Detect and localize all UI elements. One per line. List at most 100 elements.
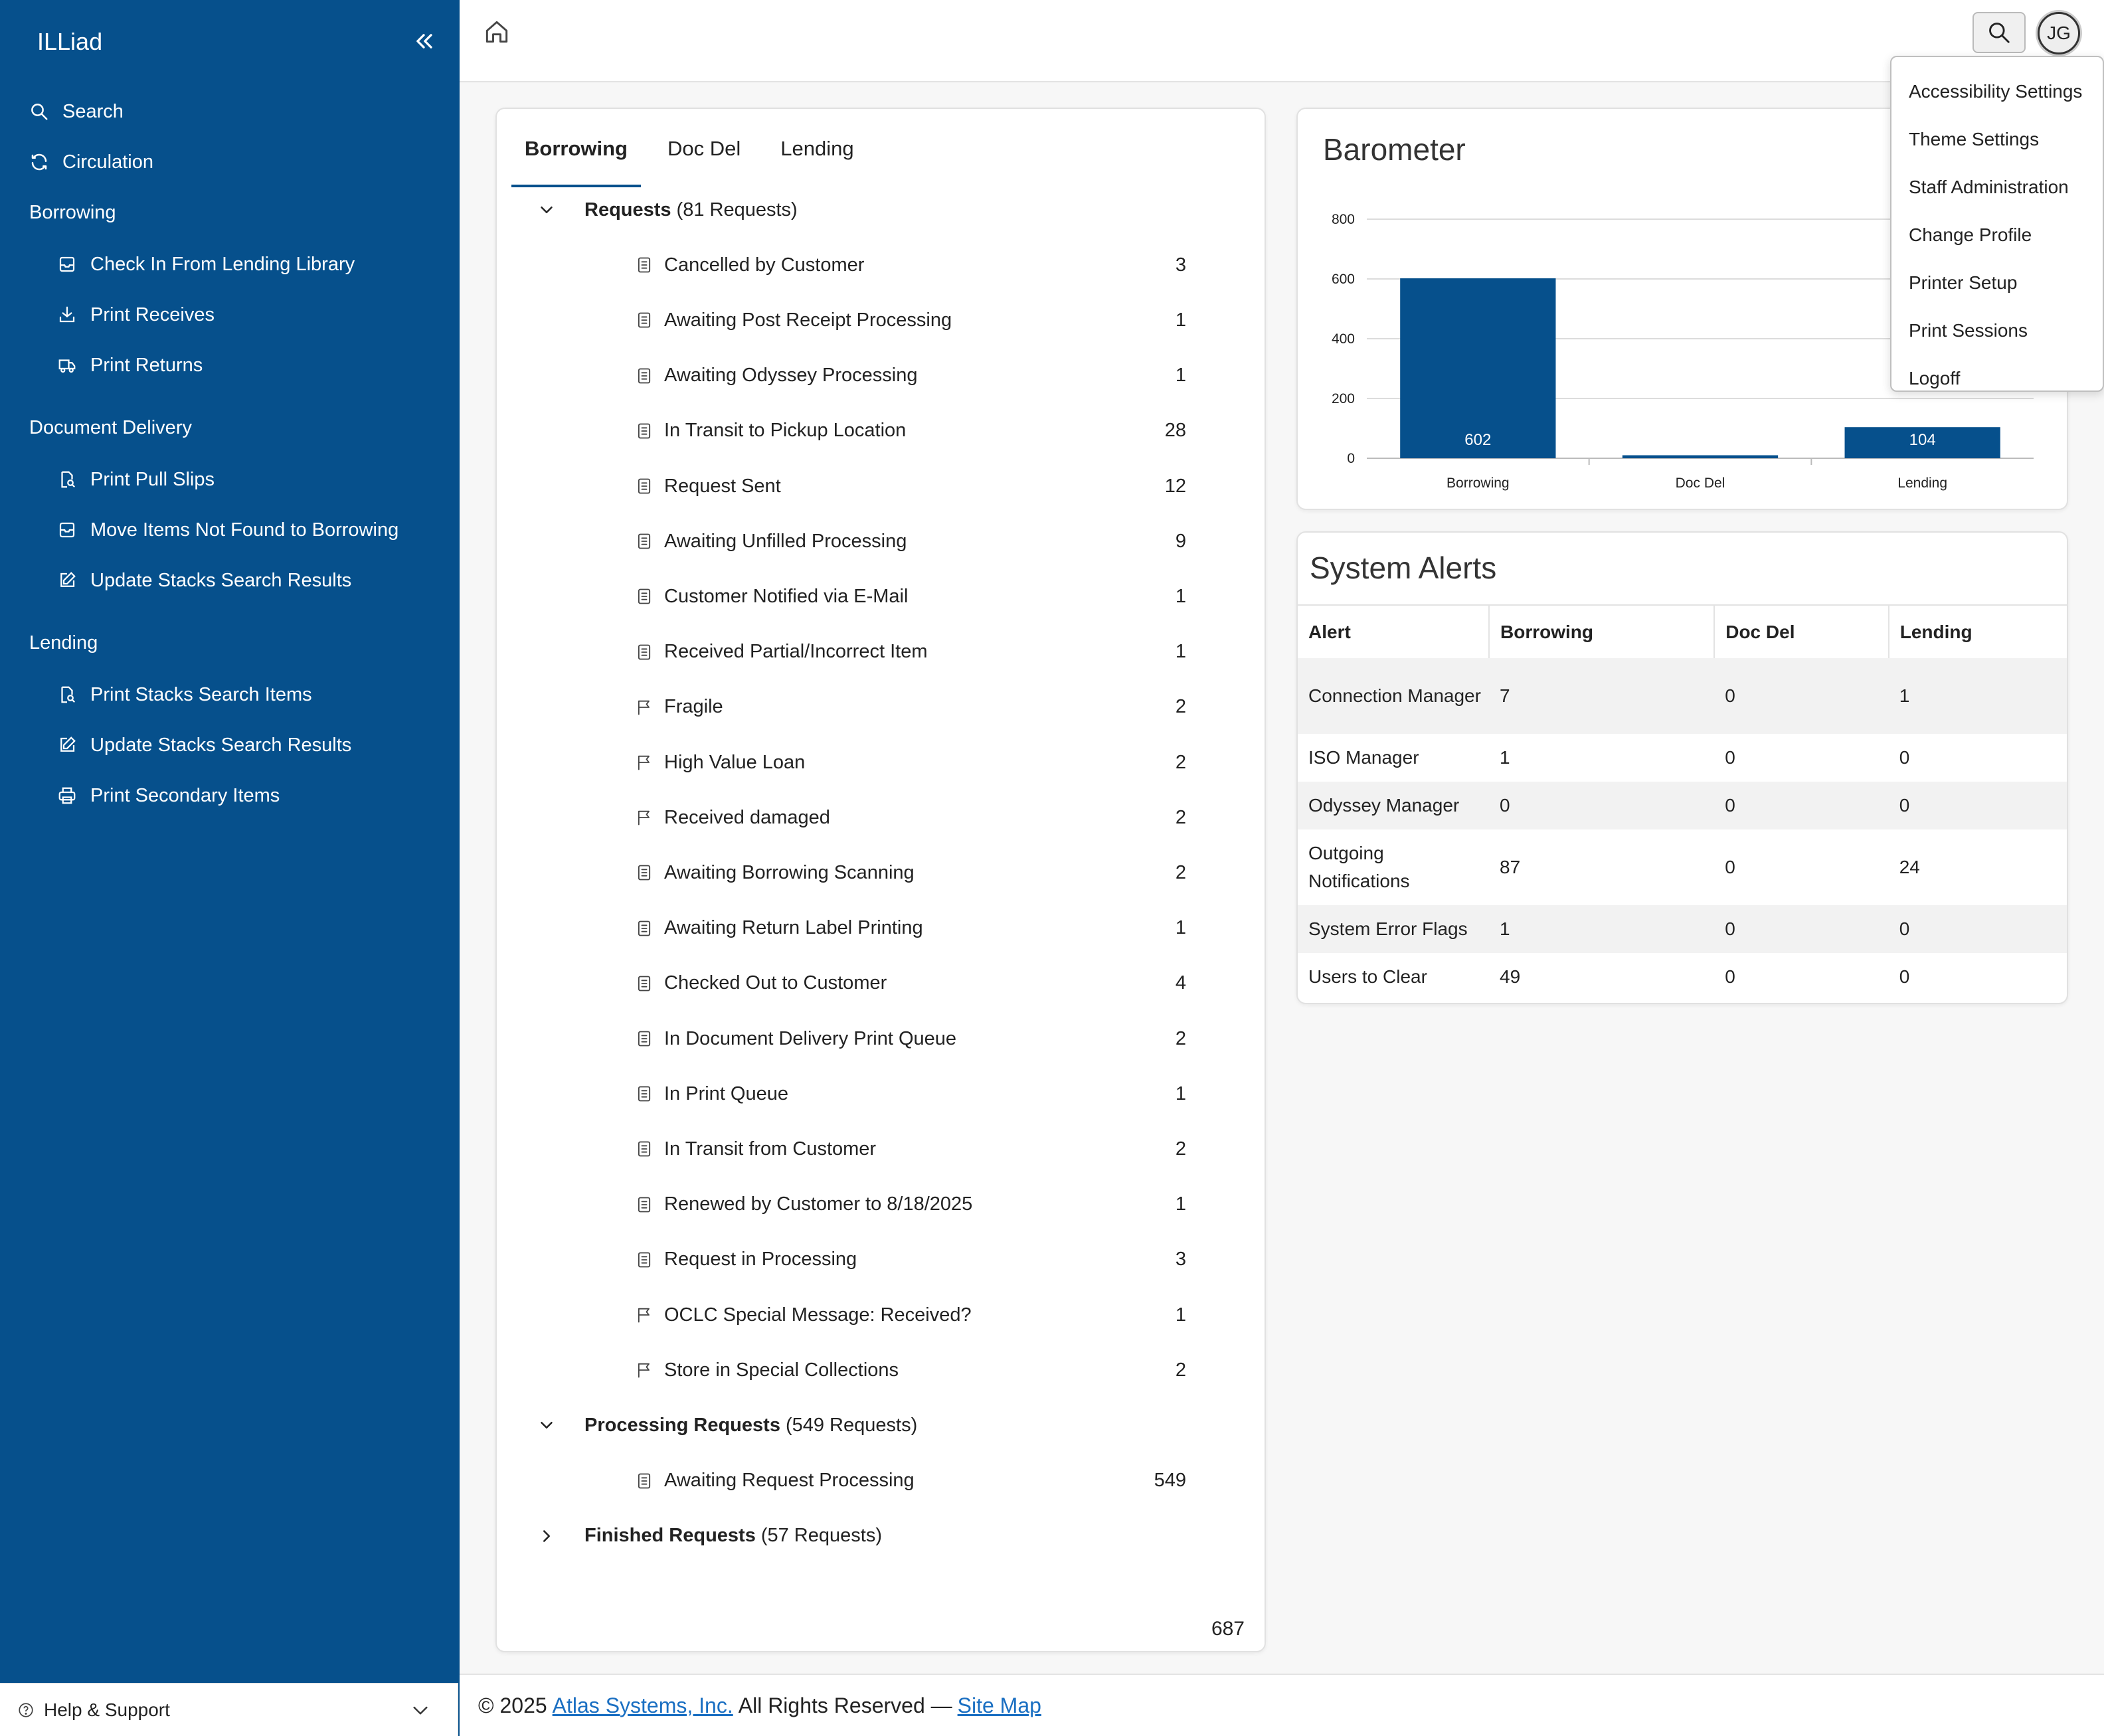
- queue-row[interactable]: Awaiting Unfilled Processing 9: [635, 521, 1186, 561]
- lending-cell: 24: [1899, 857, 1920, 877]
- queue-row[interactable]: Cancelled by Customer 3: [635, 245, 1186, 285]
- queue-row[interactable]: Awaiting Post Receipt Processing 1: [635, 300, 1186, 340]
- user-avatar-button[interactable]: JG: [2038, 12, 2080, 54]
- queue-row[interactable]: Request in Processing 3: [635, 1240, 1186, 1280]
- sidebar-item-move-items[interactable]: Move Items Not Found to Borrowing: [57, 514, 398, 546]
- queue-row[interactable]: In Transit from Customer 2: [635, 1129, 1186, 1169]
- sidebar-item-label: Print Returns: [90, 354, 203, 376]
- help-support-label: Help & Support: [44, 1699, 170, 1720]
- queue-row[interactable]: Fragile 2: [635, 687, 1186, 727]
- queue-row-count: 12: [1164, 475, 1186, 497]
- bar-lending: [1844, 427, 2000, 458]
- site-map-link[interactable]: Site Map: [957, 1693, 1041, 1717]
- queue-row-label: Checked Out to Customer: [664, 972, 887, 994]
- copyright-text: © 2025: [478, 1693, 547, 1717]
- system-alerts-table: Alert Borrowing Doc Del Lending Connecti…: [1298, 604, 2067, 1001]
- company-link[interactable]: Atlas Systems, Inc.: [552, 1693, 733, 1717]
- queue-row[interactable]: Awaiting Return Label Printing 1: [635, 909, 1186, 948]
- queue-row[interactable]: Checked Out to Customer 4: [635, 964, 1186, 1003]
- alert-name-cell: Odyssey Manager: [1298, 782, 1489, 829]
- queue-row[interactable]: Received Partial/Incorrect Item 1: [635, 632, 1186, 672]
- menu-item-printer-setup[interactable]: Printer Setup: [1909, 272, 2018, 293]
- queue-group-toggle[interactable]: Requests (81 Requests): [537, 190, 798, 230]
- global-search-button[interactable]: [1972, 12, 2026, 53]
- queue-group-toggle[interactable]: Processing Requests (549 Requests): [537, 1405, 917, 1445]
- queue-row-count: 4: [1175, 972, 1186, 994]
- sidebar-item-label: Move Items Not Found to Borrowing: [90, 519, 399, 541]
- sidebar-item-search[interactable]: Search: [29, 96, 124, 128]
- sidebar-item-label: Print Receives: [90, 304, 215, 325]
- queue-row[interactable]: Awaiting Borrowing Scanning 2: [635, 853, 1186, 893]
- document-icon: [638, 976, 651, 992]
- queue-row[interactable]: Renewed by Customer to 8/18/2025 1: [635, 1185, 1186, 1225]
- lending-cell: 1: [1888, 658, 2067, 734]
- lending-cell: 0: [1888, 905, 2067, 953]
- tab-doc-del[interactable]: Doc Del: [667, 137, 741, 160]
- column-header-borrowing: Borrowing: [1489, 604, 1715, 658]
- sidebar-item-print-returns[interactable]: Print Returns: [57, 349, 203, 381]
- sidebar-item-update-stacks-docdel[interactable]: Update Stacks Search Results: [57, 564, 351, 596]
- queue-row[interactable]: OCLC Special Message: Received? 1: [635, 1295, 1186, 1335]
- queue-row[interactable]: High Value Loan 2: [635, 742, 1186, 782]
- document-icon: [638, 533, 651, 549]
- document-icon: [638, 423, 651, 439]
- help-support-toggle[interactable]: Help & Support: [0, 1683, 458, 1736]
- document-icon: [638, 257, 651, 273]
- bar-data-label: 602: [1464, 431, 1491, 449]
- queue-row-label: Awaiting Return Label Printing: [664, 917, 923, 939]
- tab-borrowing[interactable]: Borrowing: [511, 129, 641, 187]
- inbox-icon: [59, 522, 75, 538]
- borrowing-cell: 49: [1500, 966, 1521, 987]
- flag-icon: [638, 755, 650, 770]
- sidebar-item-circulation[interactable]: Circulation: [29, 146, 153, 178]
- queue-row[interactable]: In Document Delivery Print Queue 2: [635, 1019, 1186, 1059]
- doc-del-cell: 0: [1725, 966, 1735, 987]
- system-alerts-panel: System Alerts Alert Borrowing Doc Del Le…: [1296, 531, 2068, 1004]
- chevron-down-icon: [541, 1422, 553, 1429]
- sidebar-item-update-stacks-lending[interactable]: Update Stacks Search Results: [57, 729, 351, 761]
- queue-row[interactable]: Awaiting Odyssey Processing 1: [635, 356, 1186, 396]
- section-lending-title: Lending: [29, 632, 98, 653]
- queue-row[interactable]: Store in Special Collections 2: [635, 1350, 1186, 1390]
- document-icon: [638, 588, 651, 604]
- table-row: System Error Flags 1 0 0: [1298, 905, 2067, 953]
- document-icon: [638, 1473, 651, 1489]
- queue-row-count: 1: [1175, 1304, 1186, 1326]
- menu-item-logoff[interactable]: Logoff: [1909, 368, 1961, 389]
- queue-group-toggle[interactable]: Finished Requests (57 Requests): [537, 1516, 882, 1556]
- sidebar-item-print-stacks-search[interactable]: Print Stacks Search Items: [57, 679, 312, 711]
- menu-item-change-profile[interactable]: Change Profile: [1909, 224, 2032, 245]
- document-icon: [638, 1086, 651, 1102]
- sidebar-item-print-receives[interactable]: Print Receives: [57, 299, 215, 331]
- tab-lending[interactable]: Lending: [780, 137, 854, 160]
- queue-row-count: 1: [1175, 641, 1186, 663]
- queue-row[interactable]: In Transit to Pickup Location 28: [635, 411, 1186, 451]
- menu-item-staff-administration[interactable]: Staff Administration: [1909, 177, 2069, 197]
- inbox-icon: [59, 256, 75, 272]
- sidebar-item-check-in[interactable]: Check In From Lending Library: [57, 248, 355, 280]
- queue-row[interactable]: In Print Queue 1: [635, 1074, 1186, 1114]
- menu-item-accessibility-settings[interactable]: Accessibility Settings: [1909, 81, 2083, 102]
- column-header-lending: Lending: [1888, 604, 2067, 658]
- queue-row[interactable]: Request Sent 12: [635, 466, 1186, 506]
- queue-group-title: Requests: [584, 199, 671, 220]
- queue-row[interactable]: Awaiting Request Processing 549: [635, 1461, 1186, 1501]
- queue-row-count: 1: [1175, 585, 1186, 607]
- footer: © 2025 Atlas Systems, Inc. All Rights Re…: [460, 1674, 2104, 1736]
- menu-item-print-sessions[interactable]: Print Sessions: [1909, 320, 2028, 341]
- queue-group-count: (57 Requests): [760, 1525, 882, 1547]
- flag-icon: [638, 700, 650, 715]
- queue-row-label: In Transit to Pickup Location: [664, 420, 907, 442]
- queue-row[interactable]: Customer Notified via E-Mail 1: [635, 576, 1186, 616]
- home-button[interactable]: [482, 17, 511, 46]
- doc-del-cell: 0: [1725, 857, 1735, 877]
- collapse-sidebar-button[interactable]: [409, 27, 438, 56]
- sidebar-item-print-secondary[interactable]: Print Secondary Items: [57, 780, 280, 812]
- rights-text: All Rights Reserved —: [738, 1693, 952, 1717]
- queue-row-label: High Value Loan: [664, 751, 806, 773]
- queue-row-label: Customer Notified via E-Mail: [664, 585, 909, 607]
- sidebar-item-print-pull-slips[interactable]: Print Pull Slips: [57, 464, 215, 495]
- double-chevron-left-icon: [416, 34, 432, 48]
- menu-item-theme-settings[interactable]: Theme Settings: [1909, 129, 2040, 149]
- queue-row[interactable]: Received damaged 2: [635, 798, 1186, 837]
